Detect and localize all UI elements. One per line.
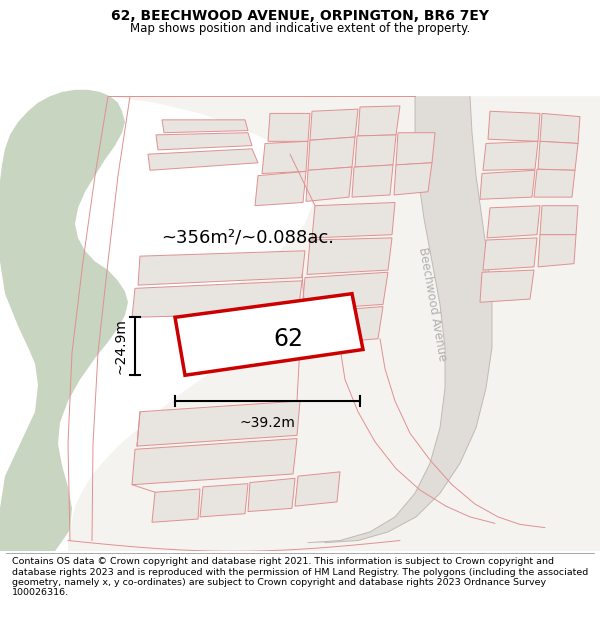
Polygon shape	[262, 141, 308, 174]
Polygon shape	[306, 167, 352, 201]
Polygon shape	[200, 484, 248, 517]
Polygon shape	[310, 109, 358, 140]
Polygon shape	[483, 238, 537, 270]
Text: ~39.2m: ~39.2m	[239, 416, 295, 430]
Polygon shape	[312, 202, 395, 238]
Polygon shape	[308, 137, 355, 170]
Polygon shape	[137, 401, 300, 446]
Polygon shape	[295, 472, 340, 506]
Polygon shape	[162, 120, 248, 132]
Polygon shape	[152, 489, 200, 522]
Polygon shape	[487, 206, 540, 238]
Polygon shape	[156, 132, 252, 150]
Polygon shape	[297, 307, 383, 345]
Polygon shape	[132, 281, 302, 318]
Polygon shape	[352, 165, 393, 197]
Polygon shape	[396, 132, 435, 165]
Polygon shape	[540, 113, 580, 144]
Polygon shape	[148, 149, 258, 170]
Polygon shape	[307, 238, 392, 274]
Polygon shape	[483, 141, 538, 170]
Polygon shape	[138, 251, 305, 285]
Text: ~356m²/~0.088ac.: ~356m²/~0.088ac.	[161, 229, 335, 247]
Polygon shape	[255, 171, 306, 206]
Polygon shape	[538, 141, 578, 170]
Polygon shape	[132, 439, 297, 485]
Polygon shape	[534, 169, 575, 197]
Polygon shape	[268, 113, 310, 141]
Polygon shape	[488, 111, 540, 141]
Polygon shape	[308, 96, 492, 542]
Polygon shape	[540, 206, 578, 234]
Text: Contains OS data © Crown copyright and database right 2021. This information is : Contains OS data © Crown copyright and d…	[12, 557, 588, 598]
Polygon shape	[68, 96, 600, 551]
Polygon shape	[480, 170, 535, 199]
Polygon shape	[538, 234, 576, 267]
Text: 62: 62	[274, 328, 304, 351]
Text: Map shows position and indicative extent of the property.: Map shows position and indicative extent…	[130, 22, 470, 35]
Polygon shape	[394, 162, 432, 195]
Text: ~24.9m: ~24.9m	[113, 318, 127, 374]
Text: 62, BEECHWOOD AVENUE, ORPINGTON, BR6 7EY: 62, BEECHWOOD AVENUE, ORPINGTON, BR6 7EY	[111, 9, 489, 23]
Polygon shape	[355, 135, 396, 167]
Text: Beechwood Avenue: Beechwood Avenue	[416, 246, 448, 362]
Polygon shape	[175, 294, 363, 375]
Polygon shape	[248, 478, 295, 511]
Polygon shape	[0, 47, 128, 551]
Polygon shape	[358, 106, 400, 136]
Polygon shape	[480, 270, 534, 302]
Polygon shape	[302, 272, 388, 310]
